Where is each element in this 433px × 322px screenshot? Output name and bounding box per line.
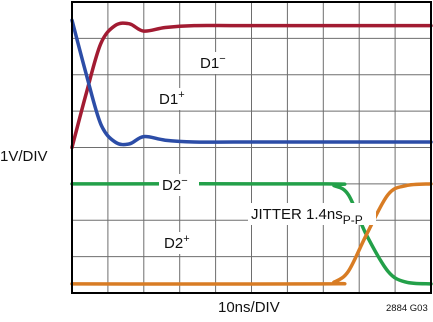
label-d1-minus-bg	[197, 52, 237, 74]
traces	[70, 18, 433, 286]
label-jitter-bg	[248, 203, 376, 225]
y-axis-label: 1V/DIV	[0, 148, 48, 165]
label-d1-plus: D1+	[159, 89, 185, 108]
label-d1-minus: D1−	[200, 53, 226, 72]
label-d2-plus-bg	[161, 232, 201, 254]
plot-frame	[71, 1, 432, 294]
label-d2-minus-bg	[159, 174, 199, 196]
label-d1-plus-bg	[156, 88, 194, 110]
trace-d1-plus	[70, 18, 433, 147]
label-d2-minus: D2−	[162, 175, 188, 194]
grid	[72, 2, 431, 293]
figure-id: 2884 G03	[386, 303, 428, 314]
label-d2-plus: D2+	[164, 233, 190, 252]
trace-d2-minus	[70, 182, 433, 286]
x-axis-label: 10ns/DIV	[218, 299, 280, 316]
trace-d2-plus	[70, 182, 433, 286]
trace-d1-minus	[70, 21, 433, 150]
annotations: D1− D1+ D2− D2+ JITTER 1.4nsP-P	[156, 52, 376, 254]
label-jitter: JITTER 1.4nsP-P	[251, 206, 363, 227]
